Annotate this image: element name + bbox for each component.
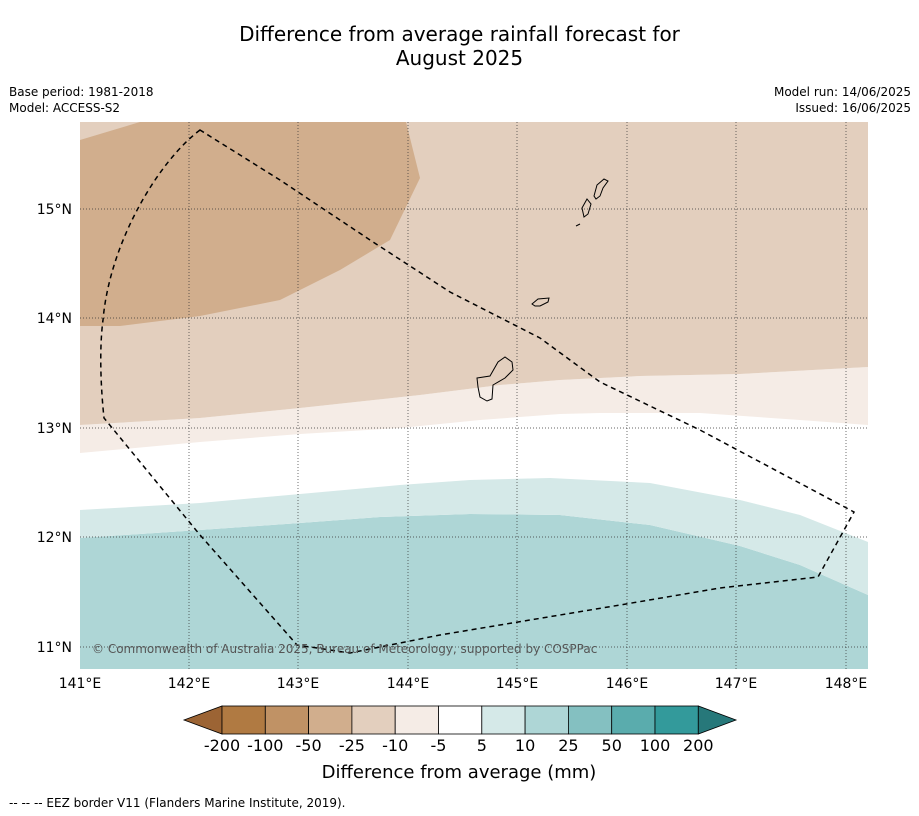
rainfall-field [80, 122, 868, 669]
dark-brown-zone [80, 122, 420, 326]
colorbar-segment [308, 705, 353, 735]
pale-teal-zone [80, 478, 868, 595]
title-line-1: Difference from average rainfall forecas… [239, 22, 680, 46]
meta-left: Base period: 1981-2018 Model: ACCESS-S2 [9, 84, 154, 116]
colorbar-segment [611, 705, 656, 735]
lat-label-15n: 15°N [37, 202, 72, 218]
island-guam [476, 356, 514, 402]
model-name: Model: ACCESS-S2 [9, 101, 121, 115]
colorbar-tick-label: -5 [431, 736, 447, 755]
colorbar-tick-label: 50 [602, 736, 622, 755]
colorbar-segment [654, 705, 699, 735]
lon-label-146e: 146°E [606, 676, 649, 692]
pale-zone [80, 367, 868, 453]
lon-label-148e: 148°E [825, 676, 868, 692]
colorbar-segment [438, 705, 483, 735]
copyright-notice: © Commonwealth of Australia 2025, Bureau… [92, 642, 597, 656]
islands [476, 178, 609, 402]
lon-label-144e: 144°E [387, 676, 430, 692]
lon-label-147e: 147°E [715, 676, 758, 692]
colorbar-segment [221, 705, 266, 735]
colorbar-tick-label: 100 [640, 736, 671, 755]
chart-title: Difference from average rainfall forecas… [0, 22, 919, 70]
colorbar-tick-label: 200 [683, 736, 714, 755]
colorbar-segment [481, 705, 526, 735]
colorbar-tick-label: 10 [515, 736, 535, 755]
lat-labels: 15°N 14°N 13°N 12°N 11°N [37, 202, 72, 656]
colorbar-tick-label: -25 [339, 736, 365, 755]
colorbar-title: Difference from average (mm) [322, 762, 597, 783]
lon-labels: 141°E 142°E 143°E 144°E 145°E 146°E 147°… [59, 676, 868, 692]
island-tinian [581, 198, 592, 218]
island-saipan [593, 178, 609, 200]
colorbar-segment [394, 705, 439, 735]
colorbar-tick-label: -100 [247, 736, 283, 755]
lon-label-143e: 143°E [277, 676, 320, 692]
colorbar-tick-label: 5 [477, 736, 487, 755]
colorbar: -200 -100 -50 -25 -10 -5 5 10 25 50 100 200 [182, 705, 738, 755]
colorbar-segment [568, 705, 613, 735]
lon-label-145e: 145°E [496, 676, 539, 692]
lat-label-13n: 13°N [37, 421, 72, 437]
teal-zone [80, 514, 868, 669]
colorbar-arrow-low [182, 705, 223, 735]
colorbar-tick-label: -200 [204, 736, 240, 755]
colorbar-tick-label: -10 [382, 736, 408, 755]
base-period: Base period: 1981-2018 [9, 85, 154, 99]
lon-label-142e: 142°E [168, 676, 211, 692]
colorbar-segment [264, 705, 309, 735]
issued-date: Issued: 16/06/2025 [795, 101, 911, 115]
colorbar-tick-label: 25 [558, 736, 578, 755]
colorbar-tick-label: -50 [296, 736, 322, 755]
model-run: Model run: 14/06/2025 [773, 85, 911, 99]
lat-label-14n: 14°N [37, 311, 72, 327]
colorbar-arrow-high [697, 705, 738, 735]
colorbar-segment [524, 705, 569, 735]
island-rota [531, 297, 550, 307]
title-line-2: August 2025 [395, 46, 524, 70]
island-aguijan [575, 223, 581, 227]
lat-label-11n: 11°N [37, 640, 72, 656]
colorbar-segment [351, 705, 396, 735]
eez-border [100, 129, 856, 654]
lat-label-12n: 12°N [37, 530, 72, 546]
eez-footnote: -- -- -- EEZ border V11 (Flanders Marine… [9, 796, 346, 810]
lon-label-141e: 141°E [59, 676, 102, 692]
meta-right: Model run: 14/06/2025 Issued: 16/06/2025 [774, 84, 911, 116]
